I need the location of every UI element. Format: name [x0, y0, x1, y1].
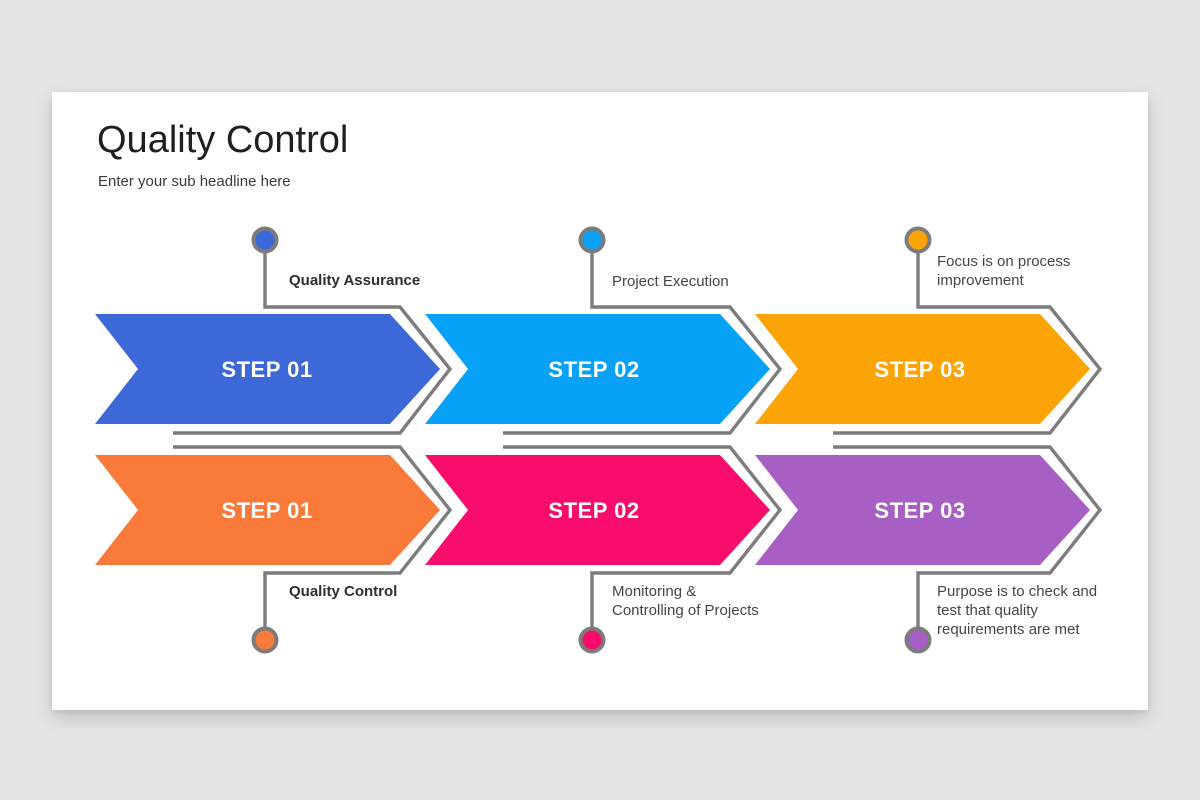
- marker-circle-top-step2: [578, 226, 606, 254]
- step-label-bottom-1: STEP 01: [221, 498, 312, 523]
- step-label-top-2: STEP 02: [548, 357, 639, 382]
- step-label-top-1: STEP 01: [221, 357, 312, 382]
- connector-line-bottom-step1: [173, 445, 453, 630]
- callout-line: improvement: [937, 272, 1024, 289]
- marker-circle-bottom-step2: [578, 626, 606, 654]
- arrow-top-step2: [425, 314, 770, 424]
- callout-line: Controlling of Projects: [612, 602, 759, 619]
- connector-line-bottom-step2: [503, 445, 783, 630]
- arrow-top-step3: [755, 314, 1090, 424]
- slide-subtitle: Enter your sub headline here: [98, 173, 291, 190]
- arrow-bottom-step2: [425, 455, 770, 565]
- marker-circle-top-step1: [251, 226, 279, 254]
- callout-line: Monitoring &: [612, 583, 697, 600]
- marker-circle-bottom-step3: [904, 626, 932, 654]
- callout-line: Focus is on process: [937, 253, 1071, 270]
- callout-top-step3: Focus is on process improvement: [937, 252, 1070, 290]
- step-label-top-3: STEP 03: [874, 357, 965, 382]
- callout-top-step2: Project Execution: [612, 272, 729, 291]
- callout-bottom-step1: Quality Control: [289, 582, 397, 601]
- callout-line: Project Execution: [612, 273, 729, 290]
- callout-bottom-step2: Monitoring & Controlling of Projects: [612, 582, 759, 620]
- callout-line: Quality Assurance: [289, 272, 421, 289]
- connector-line-top-step3: [833, 250, 1103, 435]
- slide-title: Quality Control: [97, 119, 349, 161]
- marker-circle-top-step3: [904, 226, 932, 254]
- callout-top-step1: Quality Assurance: [289, 271, 420, 290]
- connector-line-top-step1: [173, 250, 453, 435]
- marker-circle-bottom-step1: [251, 626, 279, 654]
- step-label-bottom-3: STEP 03: [874, 498, 965, 523]
- connector-line-top-step2: [503, 250, 783, 435]
- callout-line: Purpose is to check and: [937, 583, 1098, 600]
- arrow-top-step1: [95, 314, 440, 424]
- callout-line: test that quality: [937, 602, 1038, 619]
- connector-line-bottom-step3: [833, 445, 1103, 630]
- arrow-bottom-step3: [755, 455, 1090, 565]
- arrow-bottom-step1: [95, 455, 440, 565]
- callout-line: Quality Control: [289, 583, 398, 600]
- step-label-bottom-2: STEP 02: [548, 498, 639, 523]
- callout-line: requirements are met: [937, 621, 1080, 638]
- callout-bottom-step3: Purpose is to check and test that qualit…: [937, 582, 1097, 639]
